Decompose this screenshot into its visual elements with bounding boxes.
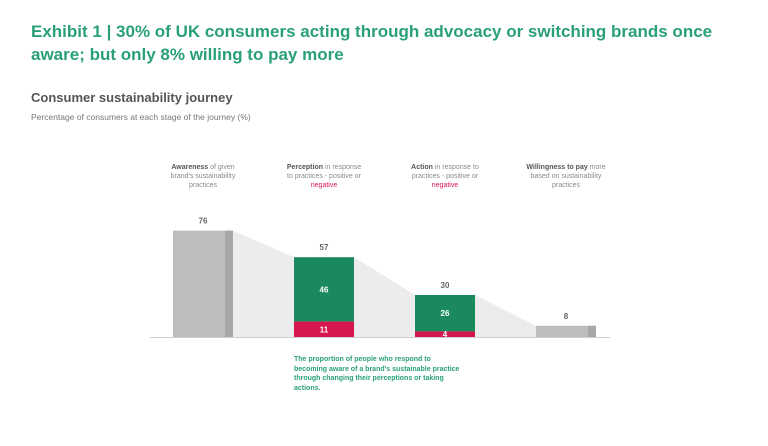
- stage-label-awareness: Awareness of given brand's sustainabilit…: [163, 163, 243, 190]
- bar-total-label: 30: [441, 281, 450, 290]
- stage-label-text: more based on sustainability practices: [530, 164, 606, 189]
- stage-label-negative: negative: [310, 182, 338, 189]
- stage-label-perception: Perception in response to practices - po…: [284, 163, 364, 190]
- bar-positive-label: 46: [320, 285, 329, 294]
- stage-label-text: of given brand's sustainability practice…: [170, 164, 236, 189]
- stage-label-action: Action in response to practices - positi…: [405, 163, 485, 190]
- bar-total-label: 8: [564, 312, 569, 321]
- bar-total: [536, 325, 596, 337]
- stage-label-bold: Awareness: [171, 164, 209, 171]
- bar-positive-label: 26: [441, 309, 450, 318]
- connector-wedge: [475, 295, 536, 337]
- bar-negative: [294, 321, 354, 337]
- bar-total-label: 76: [199, 217, 208, 226]
- stage-label-text: in response to practices - positive or: [287, 164, 362, 180]
- stage-label-willingness: Willingness to pay more based on sustain…: [526, 163, 606, 190]
- bar-positive: [415, 295, 475, 332]
- stage-label-bold: Willingness to pay: [526, 164, 588, 171]
- bar-negative-label: 4: [443, 330, 448, 339]
- chart-subtitle: Consumer sustainability journey: [31, 90, 233, 105]
- bar-total: [173, 230, 233, 337]
- stage-label-text: in response to practices - positive or: [411, 164, 479, 180]
- chart-subtitle-note: Percentage of consumers at each stage of…: [31, 112, 251, 122]
- bar-negative: [415, 331, 475, 337]
- stage-label-negative: negative: [431, 182, 459, 189]
- bar-total-label: 57: [320, 243, 329, 252]
- chart-annotation: The proportion of people who respond to …: [294, 356, 460, 392]
- stage-label-bold: Perception: [286, 164, 324, 171]
- exhibit-title: Exhibit 1 | 30% of UK consumers acting t…: [31, 22, 713, 64]
- bar-positive: [294, 257, 354, 322]
- bar-negative-label: 11: [320, 325, 329, 334]
- connector-wedge: [233, 230, 294, 337]
- bar-shade: [225, 230, 233, 337]
- connector-wedge: [354, 257, 415, 337]
- bar-shade: [588, 325, 596, 337]
- stage-label-bold: Action: [411, 164, 433, 171]
